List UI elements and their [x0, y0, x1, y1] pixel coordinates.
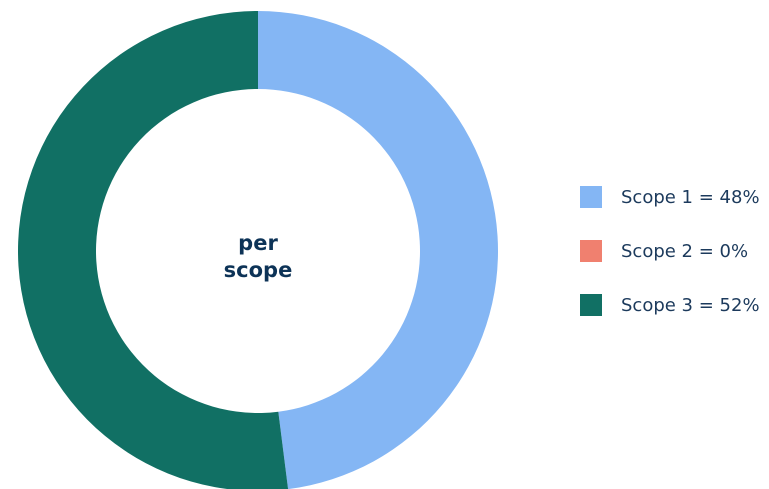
legend-label-scope-2: Scope 2 = 0% [621, 240, 749, 262]
legend-swatch-scope-3 [580, 294, 602, 316]
legend-item-scope-3: Scope 3 = 52% [580, 294, 760, 316]
donut-slice-scope-1 [258, 11, 498, 489]
donut-chart [18, 11, 498, 489]
chart-center-label: per scope [158, 230, 358, 284]
donut-slice-scope-3 [18, 11, 289, 489]
legend-label-scope-1: Scope 1 = 48% [621, 186, 760, 208]
legend-item-scope-1: Scope 1 = 48% [580, 186, 760, 208]
legend-label-scope-3: Scope 3 = 52% [621, 294, 760, 316]
chart-legend: Scope 1 = 48% Scope 2 = 0% Scope 3 = 52% [580, 186, 760, 348]
center-label-line-1: per [238, 231, 278, 255]
legend-swatch-scope-2 [580, 240, 602, 262]
legend-item-scope-2: Scope 2 = 0% [580, 240, 760, 262]
center-label-line-2: scope [223, 258, 293, 282]
legend-swatch-scope-1 [580, 186, 602, 208]
